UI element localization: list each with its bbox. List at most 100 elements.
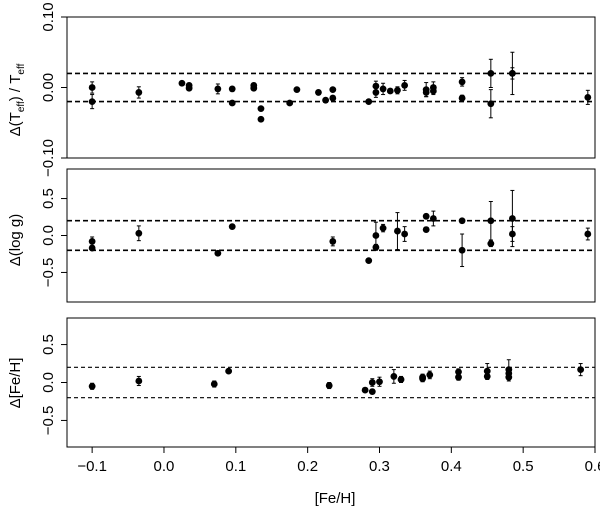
teff-marker [257,105,265,113]
feh-data-point [368,378,376,387]
feh-y-axis-label: Δ[Fe/H] [7,358,24,409]
teff-marker [228,99,236,107]
logg-marker [394,227,401,235]
feh-marker [577,366,585,373]
logg-marker [508,215,516,222]
x-tick-label: 0.3 [369,458,390,475]
feh-marker [368,388,376,396]
x-tick-label: 0.1 [225,458,246,475]
teff-marker [257,115,265,123]
logg-marker [487,217,495,225]
feh-data-point [135,375,143,387]
feh-marker [210,380,218,388]
logg-data-point [379,223,387,233]
x-tick-label: 0.5 [513,458,534,475]
feh-data-point [397,375,405,383]
logg-y-tick-label: −0.5 [40,258,57,288]
logg-marker [365,257,373,265]
logg-marker [372,232,380,239]
teff-marker [88,84,96,91]
feh-marker [135,377,143,385]
logg-data-point [422,212,430,220]
logg-marker [88,244,96,252]
teff-data-point [228,85,236,93]
x-tick-label: −0.1 [77,458,107,475]
teff-data-point [214,83,222,95]
teff-data-point [250,84,258,92]
teff-marker [228,85,236,93]
feh-marker [225,367,233,375]
feh-points [88,359,585,396]
feh-y-tick-label: 0.5 [40,334,57,355]
teff-marker [458,78,466,86]
x-tick-label: 0.6 [585,458,600,475]
logg-reference-lines [67,219,595,252]
feh-data-point [368,388,376,396]
teff-data-point [88,94,96,110]
teff-data-point [487,89,495,119]
logg-marker [422,226,430,233]
teff-data-point [315,89,322,96]
feh-marker [455,368,462,376]
logg-marker [429,215,437,222]
teff-marker [422,89,430,96]
logg-marker [401,230,409,238]
logg-data-point [88,236,96,247]
feh-marker [88,382,96,390]
feh-marker [397,376,405,383]
logg-data-point [401,226,409,242]
teff-data-point [286,99,294,107]
feh-data-point [390,369,398,384]
logg-data-point [372,243,380,251]
teff-y-tick-label: 0.00 [40,73,57,102]
teff-data-point [458,77,466,87]
logg-marker [214,249,222,257]
feh-marker [483,367,491,375]
x-tick-label: 0.2 [297,458,318,475]
logg-data-point [365,257,373,265]
feh-data-point [88,382,96,390]
feh-marker [390,373,398,380]
feh-data-point [455,373,462,381]
teff-marker [88,98,96,105]
teff-marker [286,99,294,107]
logg-marker [372,243,380,251]
teff-data-point [257,105,265,113]
feh-marker [455,373,462,381]
teff-y-axis: −0.10 0.00 0.10 [40,2,67,177]
teff-marker [394,86,401,94]
feh-data-point [225,367,233,375]
logg-marker [584,230,592,238]
feh-marker [325,382,333,389]
logg-data-point [329,236,337,247]
feh-data-point [419,373,426,381]
teff-marker [487,100,495,108]
feh-data-point [577,363,585,377]
teff-points [88,51,592,123]
logg-marker [135,229,143,237]
teff-marker [386,87,394,95]
logg-data-point [135,225,143,242]
teff-marker [329,86,337,94]
logg-data-point [508,226,516,242]
logg-data-point [429,210,437,227]
feh-marker [361,386,369,394]
teff-marker [293,86,301,94]
x-axis-label: [Fe/H] [315,490,356,507]
logg-data-point [228,223,236,231]
teff-data-point [322,96,330,104]
teff-data-point [508,67,516,80]
logg-marker [458,246,466,254]
teff-data-point [487,58,495,88]
teff-data-point [422,87,430,98]
logg-marker [379,224,387,232]
x-tick-label: 0.4 [441,458,462,475]
logg-plot-frame [66,168,596,303]
logg-marker [487,240,495,248]
feh-data-point [505,372,513,382]
x-tick-label: 0.0 [154,458,175,475]
teff-marker [401,81,409,89]
teff-marker [178,79,186,87]
teff-data-point [365,98,373,105]
